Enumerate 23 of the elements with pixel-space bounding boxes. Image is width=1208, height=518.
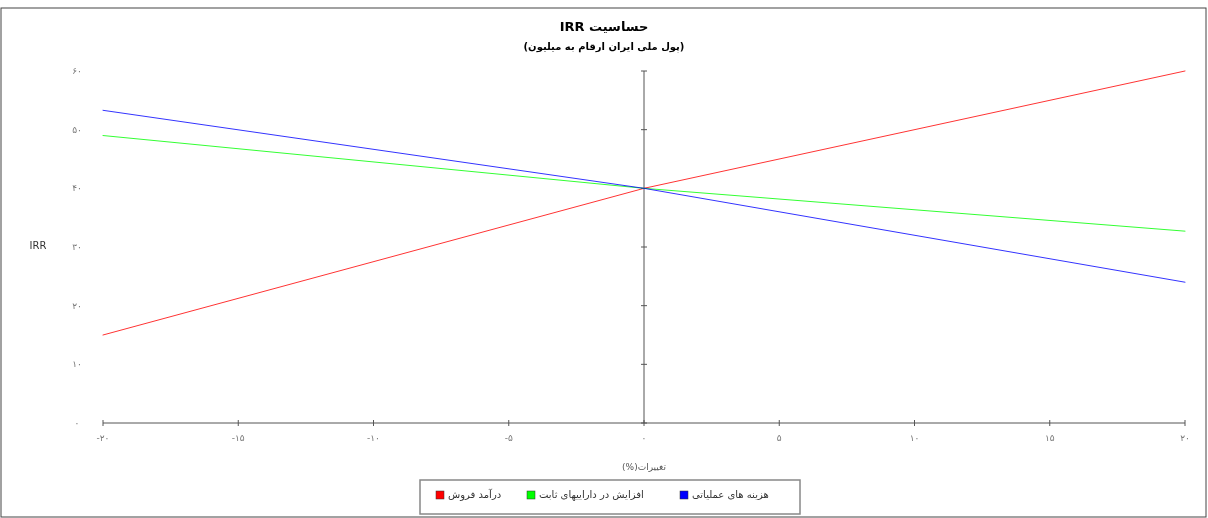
x-tick-label: ۱۰ (909, 433, 920, 443)
x-tick-label: -۱۰ (367, 433, 380, 443)
x-axis-title: تغییرات(%) (622, 462, 667, 472)
x-tick-label: -۲۰ (96, 433, 110, 443)
x-tick-label: -۵ (504, 433, 513, 443)
y-tick-label: ۰ (74, 418, 80, 428)
y-tick-label: ۶۰ (72, 66, 82, 76)
x-tick-label: -۱۵ (231, 433, 245, 443)
y-tick-label: ۴۰ (72, 183, 82, 194)
legend-label: هزینه های عملیاتی (692, 489, 769, 500)
y-tick-label: ۵۰ (72, 124, 82, 135)
x-tick-label: ۰ (641, 433, 647, 443)
y-tick-label: ۱۰ (72, 359, 82, 370)
legend-label: درآمد فروش (448, 488, 502, 501)
y-tick-label: ۲۰ (72, 300, 82, 311)
x-tick-label: ۵ (776, 433, 782, 443)
legend-label: افزایش در داراییهای ثابت (539, 489, 644, 501)
x-tick-label: ۲۰ (1180, 433, 1190, 443)
chart-title: حساسیت IRR (559, 19, 649, 34)
chart-subtitle: (پول ملی ایران ارقام به میلیون) (523, 41, 685, 53)
y-axis-title: IRR (29, 240, 47, 251)
x-tick-label: ۱۵ (1044, 433, 1055, 443)
y-tick-label: ۳۰ (72, 242, 82, 252)
